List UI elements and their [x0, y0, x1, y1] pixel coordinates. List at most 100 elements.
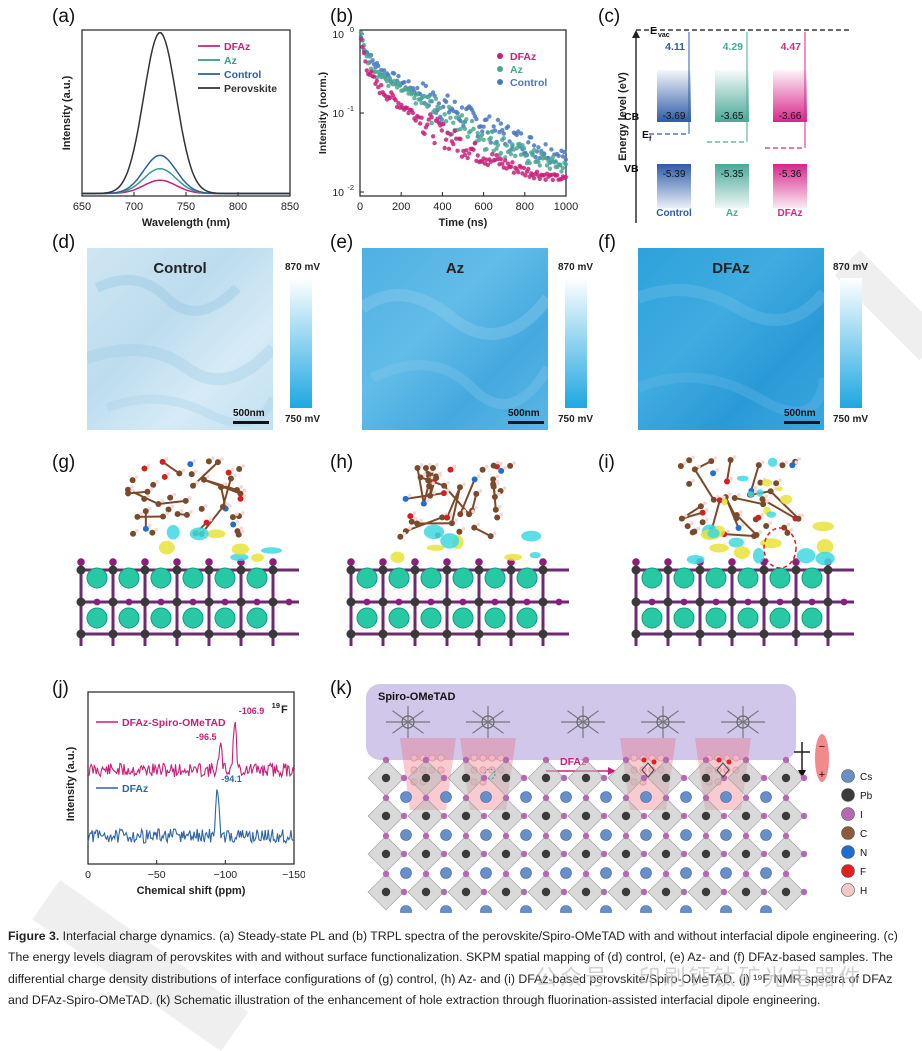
molecule-atom — [736, 525, 742, 531]
legend-marker — [497, 53, 503, 59]
y-tick-exponent: 0 — [350, 25, 354, 34]
colorbar-min: 750 mV — [833, 414, 868, 425]
i-atom — [441, 775, 447, 781]
i-atom — [783, 871, 789, 877]
data-point-dfaz — [441, 122, 445, 126]
molecule-atom — [700, 510, 706, 516]
kpfm-map-az: Az 500nm — [362, 248, 548, 430]
pb-atom — [382, 812, 390, 820]
molecule-atom — [407, 513, 413, 519]
i-atom — [583, 757, 589, 763]
pb-atom — [109, 598, 118, 607]
data-point-dfaz — [509, 165, 513, 169]
data-point-control — [536, 145, 540, 149]
data-point-dfaz — [362, 51, 366, 55]
molecule-atom — [423, 465, 429, 471]
i-atom — [286, 599, 293, 606]
i-atom — [583, 833, 589, 839]
charge-density-blob — [261, 547, 282, 553]
hydrogen-atom — [474, 506, 478, 510]
molecule-atom — [498, 468, 504, 474]
hydrogen-atom — [150, 487, 154, 491]
pb-atom — [742, 888, 750, 896]
pb-atom — [632, 598, 641, 607]
i-atom — [663, 871, 669, 877]
hydrogen-atom — [761, 513, 765, 517]
i-atom — [543, 871, 549, 877]
pb-atom — [502, 850, 510, 858]
pb-atom — [782, 850, 790, 858]
hydrogen-atom — [462, 527, 466, 531]
i-atom — [503, 871, 509, 877]
i-atom — [761, 851, 767, 857]
molecule-atom — [149, 530, 155, 536]
cs-atom — [151, 608, 171, 628]
pb-atom — [347, 598, 356, 607]
y-tick-label: 10 — [332, 29, 344, 41]
i-atom — [481, 775, 487, 781]
i-atom — [441, 813, 447, 819]
i-atom — [583, 795, 589, 801]
caption-figure-number: Figure 3. — [8, 929, 59, 943]
data-point-az — [538, 163, 542, 167]
data-point-az — [561, 166, 565, 170]
hydrogen-atom — [193, 459, 197, 463]
data-point-dfaz — [375, 79, 379, 83]
legend-atom-c — [842, 827, 855, 840]
hole-sphere — [429, 755, 435, 761]
pb-atom — [542, 774, 550, 782]
y-axis-label: Intensity (a.u.) — [65, 746, 77, 821]
hydrogen-atom — [130, 485, 134, 489]
pb-atom — [542, 812, 550, 820]
data-point-dfaz — [435, 117, 439, 121]
pb-atom — [475, 598, 484, 607]
data-point-control — [453, 100, 457, 104]
pb-atom — [382, 774, 390, 782]
data-point-control — [481, 125, 485, 129]
molecule-atom — [732, 495, 738, 501]
colorbar — [290, 278, 312, 408]
hydrogen-atom — [785, 460, 789, 464]
i-atom — [126, 599, 133, 606]
i-atom — [521, 775, 527, 781]
charge-density-blob — [797, 548, 816, 563]
i-atom — [728, 558, 736, 566]
i-atom — [492, 599, 499, 606]
molecule-atom — [457, 511, 463, 517]
molecule-atom — [773, 480, 779, 486]
hydrogen-atom — [225, 502, 229, 506]
cb-label: CB — [624, 111, 640, 123]
pb-atom — [542, 888, 550, 896]
pb-atom — [462, 774, 470, 782]
i-atom — [543, 795, 549, 801]
molecule-atom — [167, 495, 173, 501]
i-atom — [801, 813, 807, 819]
molecule-atom — [397, 534, 403, 540]
hydrogen-atom — [408, 494, 412, 498]
i-atom — [761, 889, 767, 895]
molecule-atom — [734, 512, 740, 518]
cs-atom — [642, 608, 662, 628]
molecule-atom — [753, 532, 759, 538]
i-atom — [561, 813, 567, 819]
charge-density-blob — [722, 498, 728, 505]
hydrogen-atom — [503, 466, 507, 470]
hole-sphere — [480, 755, 486, 761]
molecule-atom — [130, 477, 136, 483]
charge-density-blob — [232, 543, 249, 554]
pb-atom — [411, 598, 420, 607]
cs-atom — [521, 830, 532, 841]
cs-atom — [481, 830, 492, 841]
hydrogen-atom — [204, 504, 208, 508]
i-atom — [601, 851, 607, 857]
molecule-atom — [448, 467, 454, 473]
i-atom — [681, 599, 688, 606]
data-point-control — [519, 131, 523, 135]
hole-sphere — [411, 755, 417, 761]
i-atom — [521, 889, 527, 895]
kpfm-title: DFAz — [638, 260, 824, 277]
hydrogen-atom — [194, 469, 198, 473]
pb-atom — [622, 850, 630, 858]
charge-density-blob — [707, 528, 719, 538]
colorbar — [565, 278, 587, 408]
